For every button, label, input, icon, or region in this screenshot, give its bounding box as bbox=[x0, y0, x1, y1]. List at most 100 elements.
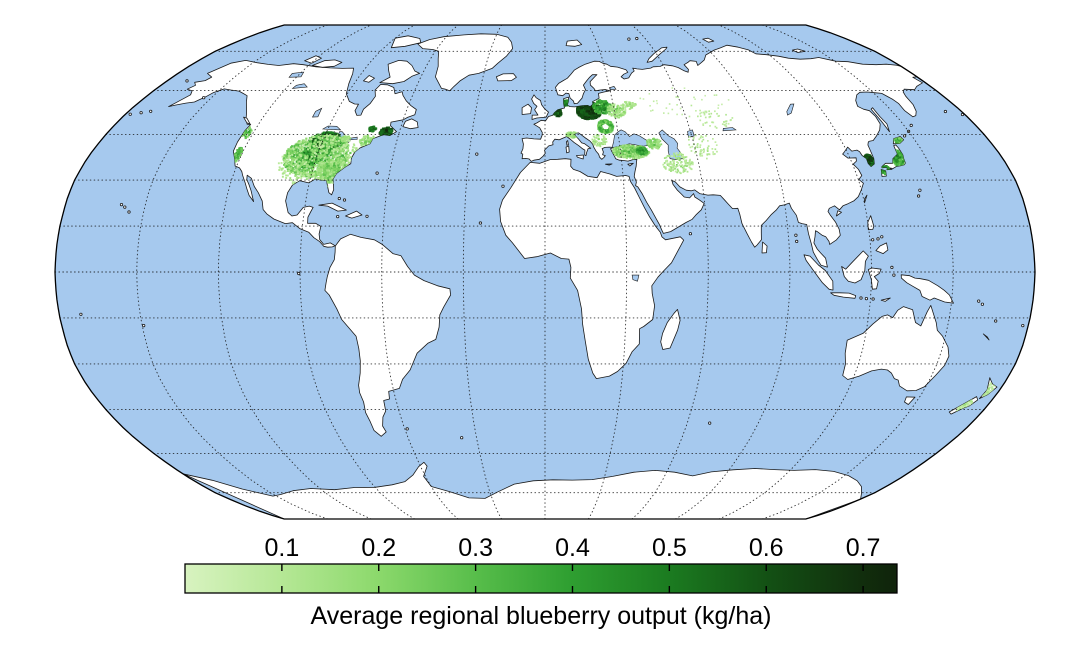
small-islands-layer bbox=[79, 36, 1025, 440]
island-dot bbox=[890, 265, 894, 269]
land-ellesmere-island bbox=[390, 35, 422, 49]
colorbar-tick-label: 0.7 bbox=[846, 534, 881, 562]
land-banks-island bbox=[304, 55, 322, 64]
region-pacific-northwest bbox=[241, 126, 253, 140]
island-dot bbox=[336, 215, 340, 219]
island-dot bbox=[916, 194, 921, 198]
lake-lake-victoria bbox=[631, 274, 640, 282]
island-dot bbox=[892, 273, 896, 277]
land-new-siberian-islands bbox=[791, 48, 806, 53]
land-taiwan bbox=[864, 194, 868, 204]
island-dot bbox=[708, 421, 712, 425]
land-sardinia bbox=[565, 145, 570, 154]
island-dot bbox=[119, 203, 124, 207]
land-luzon bbox=[867, 215, 875, 231]
lakes-layer bbox=[288, 71, 795, 282]
land-tasmania bbox=[904, 396, 916, 405]
land-baffin-island bbox=[379, 60, 420, 85]
colorbar: 0.1 0.2 0.3 0.4 0.5 0.6 0.7 bbox=[184, 534, 898, 594]
island-dot bbox=[365, 214, 369, 218]
land-crete bbox=[605, 163, 613, 166]
island-dot bbox=[980, 302, 985, 306]
lake-lake-balkhash bbox=[722, 127, 737, 132]
meridian-120 bbox=[718, 24, 873, 520]
island-dot bbox=[977, 299, 981, 303]
lake-great-bear-lake bbox=[288, 71, 305, 78]
island-dot bbox=[185, 79, 189, 83]
meridian--120 bbox=[217, 24, 372, 520]
land-hispaniola bbox=[345, 210, 363, 219]
island-dot bbox=[478, 221, 482, 225]
island-dot bbox=[337, 196, 341, 201]
meridian-60 bbox=[631, 24, 709, 520]
colorbar-tick-label: 0.6 bbox=[749, 534, 784, 562]
land-layer bbox=[168, 33, 998, 520]
island-dot bbox=[635, 36, 639, 41]
land-sakhalin bbox=[870, 107, 890, 133]
island-dot bbox=[864, 296, 869, 301]
meridian--60 bbox=[381, 24, 459, 520]
island-dot bbox=[688, 232, 693, 236]
island-dot bbox=[859, 296, 863, 300]
region-siberia-scattered bbox=[639, 87, 730, 118]
colorbar-tick-label: 0.5 bbox=[652, 534, 687, 562]
land-africa bbox=[499, 158, 685, 379]
island-dot bbox=[943, 109, 948, 114]
land-madagascar bbox=[660, 309, 681, 350]
island-dot bbox=[375, 171, 379, 175]
island-dot bbox=[123, 205, 127, 209]
island-dot bbox=[909, 123, 913, 128]
land-iceland bbox=[496, 73, 517, 82]
colorbar-tick-label: 0.4 bbox=[555, 534, 590, 562]
land-severnaya-zemlya bbox=[702, 37, 715, 43]
region-western-russia-light bbox=[606, 103, 627, 119]
land-sicily bbox=[576, 154, 584, 160]
land-antarctica bbox=[182, 461, 862, 520]
graticule-layer bbox=[54, 24, 1036, 520]
island-dot bbox=[297, 271, 301, 276]
island-dot bbox=[1021, 323, 1025, 328]
land-sulawesi bbox=[867, 267, 882, 290]
land-cuba bbox=[318, 202, 347, 212]
island-dot bbox=[142, 323, 146, 328]
colorbar-bar bbox=[184, 563, 898, 594]
land-svalbard bbox=[565, 39, 583, 47]
land-borneo bbox=[841, 250, 869, 284]
lake-great-slave-lake bbox=[291, 83, 308, 89]
island-dot bbox=[79, 312, 83, 316]
island-dot bbox=[627, 37, 631, 41]
region-quebec-city-area bbox=[368, 125, 378, 133]
land-new-caledonia bbox=[982, 333, 990, 341]
colorbar-tick-label: 0.2 bbox=[361, 534, 396, 562]
region-moscow-area-light bbox=[621, 100, 637, 110]
island-dot bbox=[127, 210, 131, 214]
data-speckle-layer bbox=[232, 87, 996, 413]
colorbar-label: Average regional blueberry output (kg/ha… bbox=[311, 602, 772, 630]
island-dot bbox=[902, 134, 907, 138]
island-dot bbox=[871, 297, 875, 301]
island-dot bbox=[918, 188, 922, 192]
land-sumatra bbox=[803, 254, 834, 291]
island-dot bbox=[342, 198, 347, 202]
region-balkans-light bbox=[591, 133, 608, 148]
land-australia bbox=[842, 305, 950, 392]
region-southern-ontario-light bbox=[340, 134, 352, 143]
land-great-britain bbox=[531, 94, 549, 120]
meridian--90 bbox=[299, 24, 416, 520]
island-dot bbox=[871, 238, 875, 242]
lake-lake-ladoga bbox=[609, 86, 617, 91]
land-eurasia bbox=[520, 44, 923, 268]
region-turkey-east-denser bbox=[635, 146, 649, 156]
colorbar-tick-label: 0.1 bbox=[264, 534, 299, 562]
land-new-guinea bbox=[900, 274, 954, 304]
island-dot bbox=[460, 436, 464, 440]
land-java bbox=[830, 292, 857, 299]
land-timor bbox=[880, 297, 891, 302]
island-dot bbox=[501, 184, 505, 188]
island-dot bbox=[795, 239, 799, 243]
island-dot bbox=[128, 112, 132, 116]
land-corsica bbox=[566, 140, 569, 146]
island-dot bbox=[405, 427, 409, 431]
island-dot bbox=[880, 235, 884, 239]
